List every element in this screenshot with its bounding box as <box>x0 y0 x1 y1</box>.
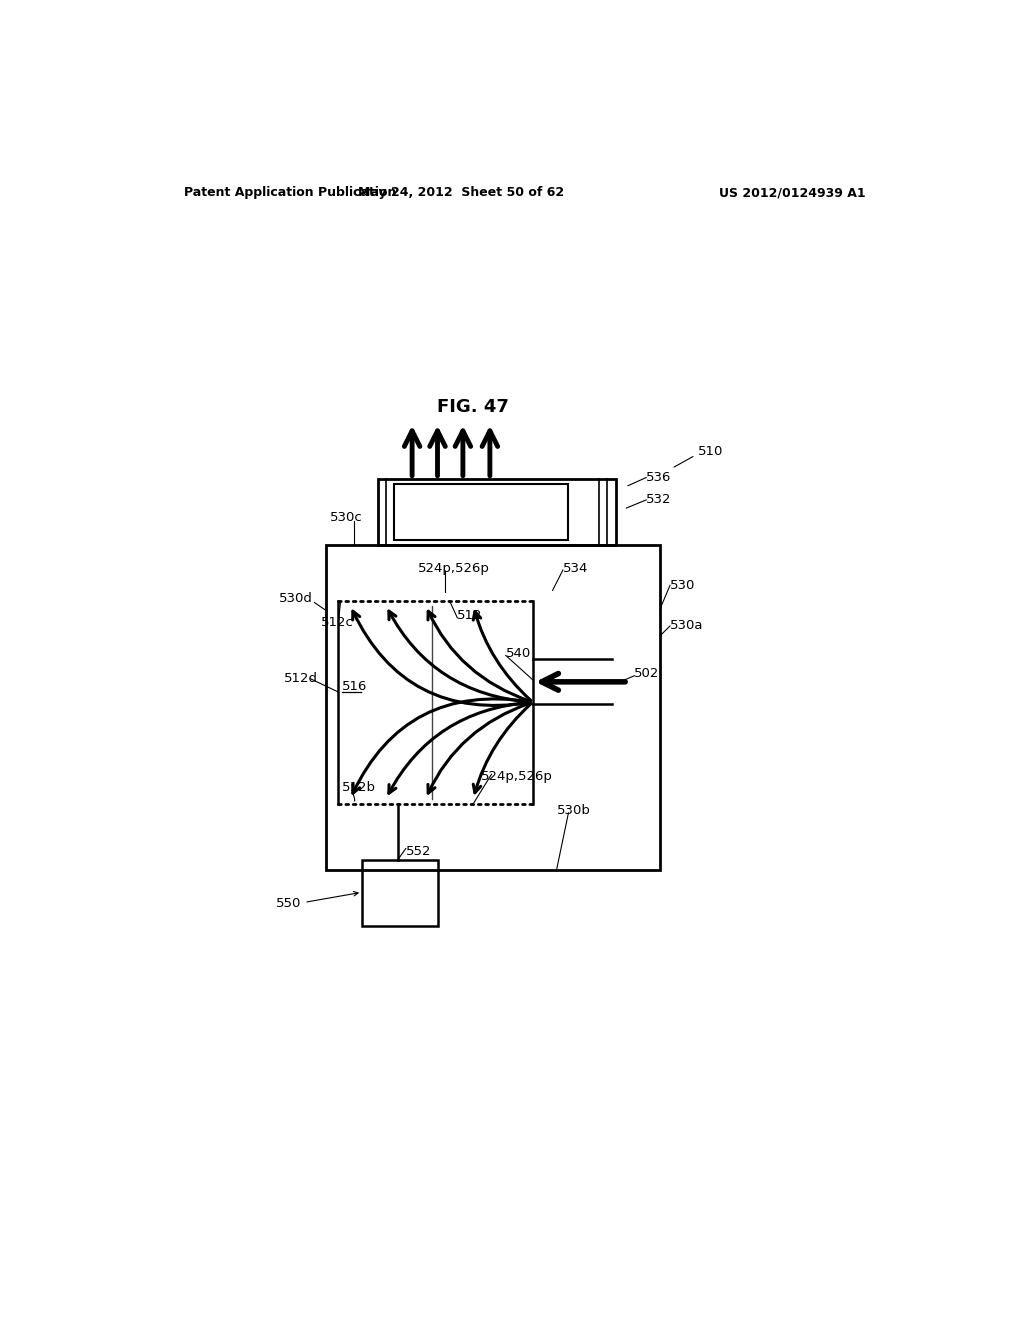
Text: 530b: 530b <box>557 804 591 817</box>
Text: 534: 534 <box>563 561 588 574</box>
Text: 510: 510 <box>697 445 723 458</box>
Bar <box>394 483 568 540</box>
Bar <box>327 545 659 870</box>
Text: 530d: 530d <box>279 591 312 605</box>
Text: 502: 502 <box>634 667 659 680</box>
Text: 530: 530 <box>670 578 695 591</box>
Text: 512b: 512b <box>342 781 376 795</box>
Text: 524p,526p: 524p,526p <box>481 770 553 783</box>
Text: May 24, 2012  Sheet 50 of 62: May 24, 2012 Sheet 50 of 62 <box>358 186 564 199</box>
Text: FIG. 47: FIG. 47 <box>437 399 509 416</box>
Text: US 2012/0124939 A1: US 2012/0124939 A1 <box>720 186 866 199</box>
Bar <box>378 479 616 545</box>
Bar <box>362 859 437 925</box>
Text: 524p,526p: 524p,526p <box>418 561 489 574</box>
Text: 552: 552 <box>406 845 431 858</box>
Text: 536: 536 <box>646 471 672 484</box>
Text: 530a: 530a <box>670 619 703 632</box>
Text: 550: 550 <box>275 896 301 909</box>
Text: 532: 532 <box>646 494 672 507</box>
Text: 540: 540 <box>506 647 531 660</box>
Text: 512c: 512c <box>321 616 353 630</box>
Text: 512d: 512d <box>285 672 318 685</box>
Text: 516: 516 <box>342 680 368 693</box>
Text: Patent Application Publication: Patent Application Publication <box>183 186 396 199</box>
Text: 512: 512 <box>458 610 483 622</box>
Text: 530c: 530c <box>331 511 364 524</box>
